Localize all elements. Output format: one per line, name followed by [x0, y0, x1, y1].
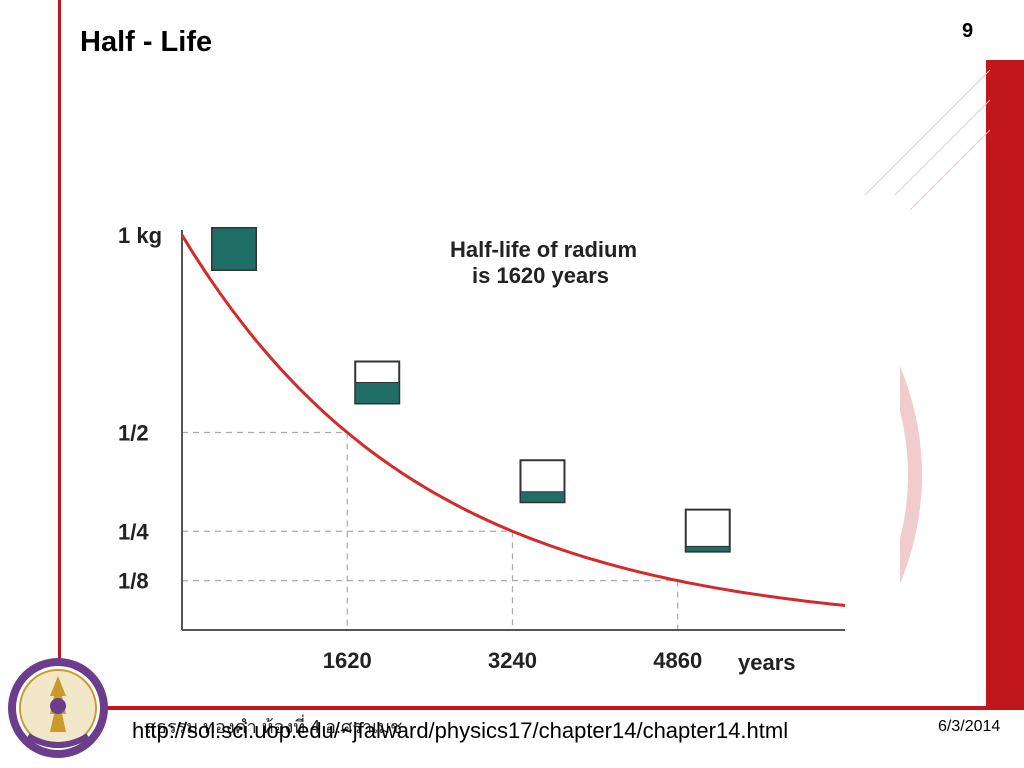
sample-container	[211, 227, 257, 271]
y-tick-label: 1/8	[118, 569, 149, 594]
container-fill	[211, 227, 257, 271]
decorative-ring-arc	[883, 357, 922, 593]
source-url[interactable]: http://sol.sci.uop.edu/~jfalward/physics…	[132, 718, 789, 743]
frame-right-bar	[986, 90, 1024, 710]
footer-presenter-text: สุธรรม ทองคำ ห้องที่ 4 อ.ศราเมช	[145, 717, 403, 737]
frame-corner-block	[986, 60, 1024, 90]
container-outline	[684, 508, 731, 553]
frame-left-bar	[58, 0, 61, 680]
slide-date: 6/3/2014	[938, 718, 1001, 735]
x-axis-label: years	[738, 650, 796, 675]
half-life-chart: 1 kg 1/2 1/4 1/8 1620 3240 4860 Half-life of r…	[100, 195, 900, 695]
sample-container	[519, 459, 566, 504]
annotation-line-1: Half-life of radium	[450, 237, 637, 262]
sample-container	[684, 508, 731, 553]
y-tick-label: 1/4	[118, 519, 149, 544]
container-fill	[354, 382, 400, 404]
decay-curve	[180, 234, 846, 607]
y-tick-label: 1 kg	[118, 223, 162, 248]
container-fill	[685, 545, 731, 553]
university-seal-logo	[8, 658, 108, 758]
sample-container	[354, 360, 401, 405]
x-tick-label: 3240	[488, 648, 537, 673]
slide-number: 9	[962, 20, 974, 42]
page-title: Half - Life	[80, 26, 213, 58]
x-tick-label: 4860	[653, 648, 702, 673]
x-tick-label: 1620	[323, 648, 372, 673]
container-fill	[519, 491, 565, 503]
frame-bottom-bar	[58, 706, 1024, 710]
decorative-diagonal-lines	[850, 70, 990, 210]
y-tick-label: 1/2	[118, 421, 149, 446]
annotation-line-2: is 1620 years	[472, 263, 609, 288]
